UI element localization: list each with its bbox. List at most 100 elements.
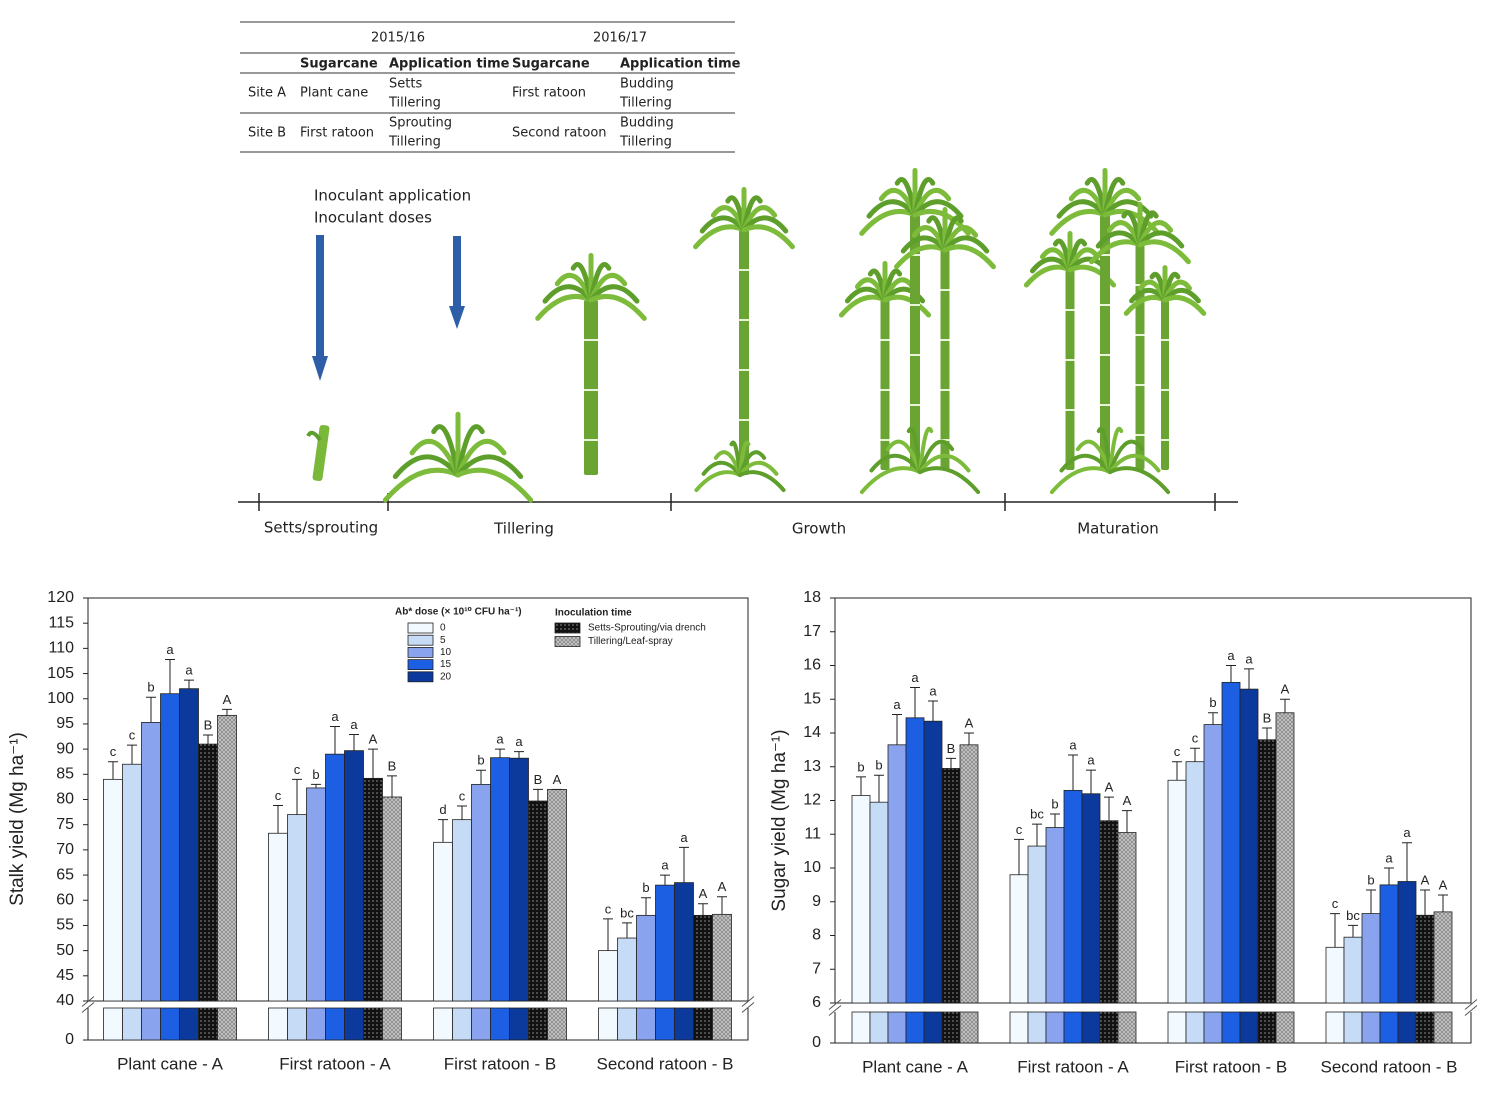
significance-letter: a (166, 642, 174, 657)
bar-stub (1325, 1011, 1345, 1044)
legend-swatch (407, 647, 434, 658)
bar-stub (1099, 1011, 1119, 1044)
bar-stub (1239, 1011, 1259, 1044)
error-bar (495, 748, 505, 758)
arrow (449, 306, 465, 329)
bar-stub (1397, 1011, 1417, 1044)
y-tick-label: 100 (47, 690, 74, 707)
error-bar (641, 897, 651, 916)
error-bar (184, 679, 194, 689)
season-header: 2016/17 (593, 31, 647, 46)
leaf (859, 466, 922, 495)
bar (1045, 827, 1065, 1004)
bar (1081, 793, 1101, 1004)
legend-swatch (407, 622, 434, 634)
y-tick-label: 60 (56, 891, 74, 908)
error-bar (1122, 810, 1132, 833)
error-bar (165, 658, 175, 694)
stalk (739, 230, 749, 475)
table-cell: Budding (620, 116, 674, 131)
arrow (316, 235, 324, 360)
y-tick-label: 55 (56, 917, 74, 934)
significance-letter: a (911, 670, 919, 685)
y-tick-label: 45 (56, 967, 74, 984)
bar (268, 832, 288, 1002)
significance-letter: A (965, 715, 974, 730)
leaf (455, 424, 485, 478)
bar (598, 950, 618, 1002)
y-tick-label: 16 (803, 657, 821, 674)
bar (452, 819, 472, 1002)
error-bar (203, 734, 213, 745)
bar-stub (1009, 1011, 1029, 1044)
y-tick-label: 85 (56, 766, 74, 783)
y-tick-label: 75 (56, 816, 74, 833)
significance-letter: a (1069, 737, 1077, 752)
y-axis-title: Stalk yield (Mg ha⁻¹) (7, 732, 28, 906)
x-tick-label: First ratoon - B (444, 1054, 556, 1073)
bar-stub (103, 1007, 123, 1041)
bar (712, 913, 732, 1002)
error-bar (1032, 823, 1042, 847)
bar-stub (122, 1007, 142, 1041)
stalk (910, 215, 920, 470)
leaf (741, 224, 795, 250)
significance-letter: B (534, 772, 543, 787)
error-bar (928, 700, 938, 722)
y-tick-label: 110 (48, 640, 74, 657)
error-bar (1244, 668, 1254, 690)
significance-letter: b (642, 880, 649, 895)
error-bar (311, 783, 321, 788)
bar-stub (1117, 1011, 1137, 1044)
bar-stub (1221, 1011, 1241, 1044)
error-bar (1384, 867, 1394, 885)
y-tick-label: 7 (812, 960, 821, 977)
leaf (455, 438, 507, 478)
stalk (940, 250, 950, 470)
leaf (382, 467, 461, 503)
error-bar (1402, 842, 1412, 882)
bar (471, 783, 491, 1002)
legend-title: Ab* dose (× 10¹⁰ CFU ha⁻¹) (395, 607, 522, 618)
significance-letter: A (1439, 877, 1448, 892)
bar-stub (268, 1007, 288, 1041)
error-bar (910, 686, 920, 718)
error-bar (946, 757, 956, 769)
leaf (1108, 439, 1145, 474)
significance-letter: A (718, 879, 727, 894)
bar (1117, 832, 1137, 1004)
y-tick-label: 65 (56, 866, 74, 883)
bar (344, 750, 364, 1002)
table-cell: Tillering (619, 96, 672, 111)
bar-stub (528, 1007, 548, 1041)
legend-swatch (554, 636, 581, 647)
bar-stub (1027, 1011, 1047, 1044)
significance-letter: a (661, 858, 669, 873)
legend-swatch (407, 659, 434, 670)
column-header: Sugarcane (300, 57, 378, 72)
bar (1063, 789, 1083, 1004)
table-cell: Tillering (388, 135, 441, 150)
table-cell: Plant cane (300, 86, 368, 101)
error-bar (892, 713, 902, 745)
bar-stub (851, 1011, 871, 1044)
sett (312, 424, 330, 482)
bar-stub (1167, 1011, 1187, 1044)
bar-stub (693, 1007, 713, 1041)
significance-letter: a (496, 732, 504, 747)
bar (141, 722, 161, 1002)
error-bar (1330, 913, 1340, 948)
leaf (918, 453, 971, 474)
site-table: 2015/16 2016/17 Sugarcane Application ti… (240, 21, 741, 153)
leaf (918, 439, 955, 474)
table-cell: First ratoon (300, 126, 374, 141)
lower-axis (834, 1012, 1472, 1044)
significance-letter: B (388, 758, 397, 773)
column-header: Application time (620, 57, 741, 72)
leaf (1049, 466, 1112, 495)
legend-label: 15 (440, 659, 452, 670)
error-bar (273, 805, 283, 834)
stalk (1161, 300, 1169, 470)
bar-stub (959, 1011, 979, 1044)
bar (1239, 688, 1259, 1004)
